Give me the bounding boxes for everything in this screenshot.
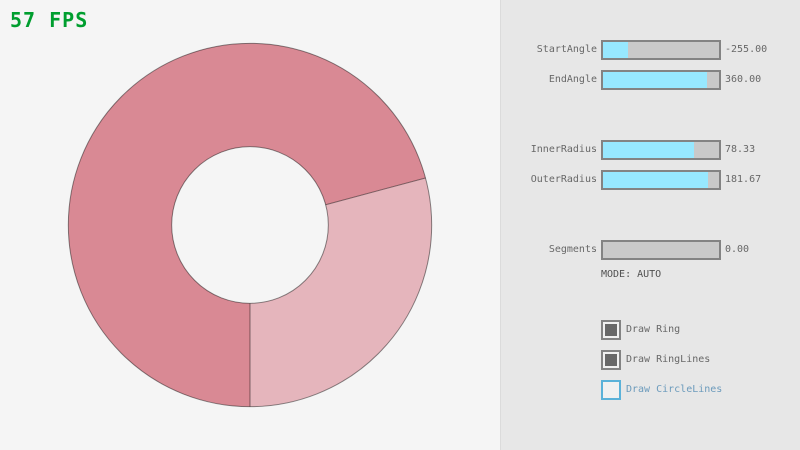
- fps-counter: 57 FPS: [10, 8, 89, 32]
- innerradius-value: 78.33: [725, 144, 756, 155]
- control-panel: StartAngle -255.00 EndAngle 360.00 Inner…: [500, 0, 800, 450]
- checkbox-draw-ring-label: Draw Ring: [626, 324, 681, 335]
- innerradius-label: InnerRadius: [530, 144, 597, 155]
- segments-label: Segments: [548, 244, 597, 255]
- endangle-slider[interactable]: [601, 70, 721, 90]
- outerradius-value: 181.67: [725, 174, 762, 185]
- innerradius-slider-fill: [603, 142, 694, 158]
- outerradius-slider[interactable]: [601, 170, 721, 190]
- checkbox-draw-ringlines[interactable]: [601, 350, 621, 370]
- startangle-value: -255.00: [725, 44, 768, 55]
- startangle-label: StartAngle: [536, 44, 597, 55]
- ring-canvas: [67, 42, 433, 408]
- checkbox-draw-ring[interactable]: [601, 320, 621, 340]
- outerradius-label: OuterRadius: [530, 174, 597, 185]
- startangle-slider[interactable]: [601, 40, 721, 60]
- ring-outline-outer: [67, 42, 433, 408]
- segments-value: 0.00: [725, 244, 750, 255]
- checkbox-draw-ringlines-label: Draw RingLines: [626, 354, 711, 365]
- innerradius-slider[interactable]: [601, 140, 721, 160]
- endangle-slider-fill: [603, 72, 708, 88]
- endangle-label: EndAngle: [548, 74, 597, 85]
- checkbox-draw-circlelines[interactable]: [601, 380, 621, 400]
- checkbox-draw-circlelines-label: Draw CircleLines: [626, 384, 723, 395]
- ring-sector-dark: [68, 43, 426, 407]
- ring-sector-light: [250, 177, 432, 407]
- segments-mode-label: MODE: AUTO: [601, 269, 662, 280]
- startangle-slider-fill: [603, 42, 629, 58]
- segments-slider[interactable]: [601, 240, 721, 260]
- endangle-value: 360.00: [725, 74, 762, 85]
- ring-startangle-line: [325, 177, 426, 206]
- outerradius-slider-fill: [603, 172, 709, 188]
- ring-outline-inner: [171, 146, 329, 304]
